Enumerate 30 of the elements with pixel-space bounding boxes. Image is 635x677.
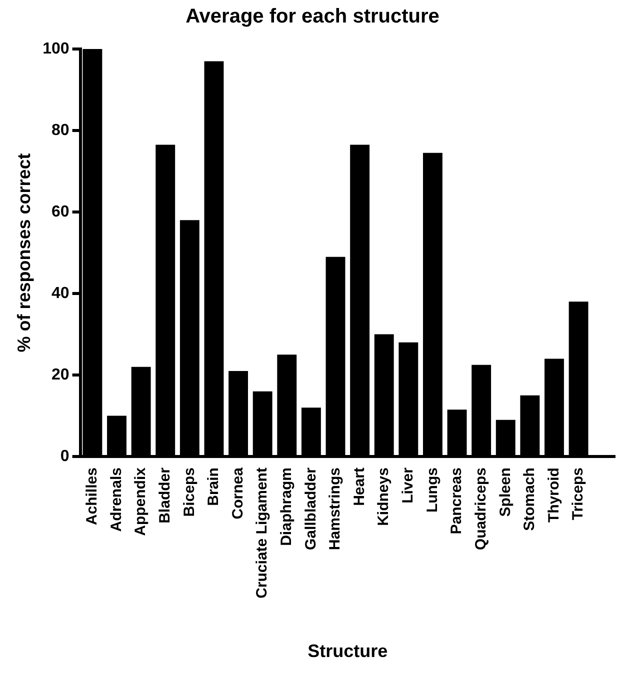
y-tick-label: 20 — [52, 366, 70, 384]
x-tick-label: Bladder — [156, 467, 174, 524]
x-tick-label: Cornea — [229, 466, 246, 520]
x-tick-label: Quadriceps — [472, 468, 490, 550]
x-axis-title: Structure — [308, 641, 388, 662]
x-tick-label: Achilles — [84, 468, 101, 526]
y-tick-label: 0 — [60, 448, 70, 465]
x-tick-label: Cruciate Ligament — [254, 468, 271, 598]
y-tick-label: 100 — [42, 40, 70, 58]
x-tick-label: Pancreas — [448, 468, 466, 534]
x-tick-label: Kidneys — [375, 468, 392, 526]
x-tick-label: Thyroid — [545, 468, 562, 523]
x-tick-label: Biceps — [180, 468, 198, 517]
y-tick-label: 40 — [52, 284, 70, 302]
x-tick-label: Stomach — [521, 468, 538, 531]
chart-title: Average for each structure — [186, 6, 440, 28]
x-tick-label: Liver — [400, 467, 417, 504]
x-tick-label: Diaphragm — [278, 468, 296, 546]
x-tick-label: Adrenals — [108, 468, 125, 532]
x-tick-label: Gallbladder — [302, 467, 320, 550]
y-tick-label: 80 — [52, 122, 70, 139]
x-tick-label: Appendix — [132, 466, 150, 536]
x-tick-label: Heart — [350, 468, 368, 506]
y-tick-label: 60 — [52, 203, 70, 220]
x-tick-label: Triceps — [570, 468, 587, 520]
y-axis-title: % of responses correct — [14, 153, 34, 352]
x-tick-label: Hamstrings — [326, 468, 344, 550]
x-tick-label: Spleen — [496, 468, 514, 517]
x-tick-label: Lungs — [424, 468, 441, 513]
x-tick-label: Brain — [205, 468, 222, 506]
